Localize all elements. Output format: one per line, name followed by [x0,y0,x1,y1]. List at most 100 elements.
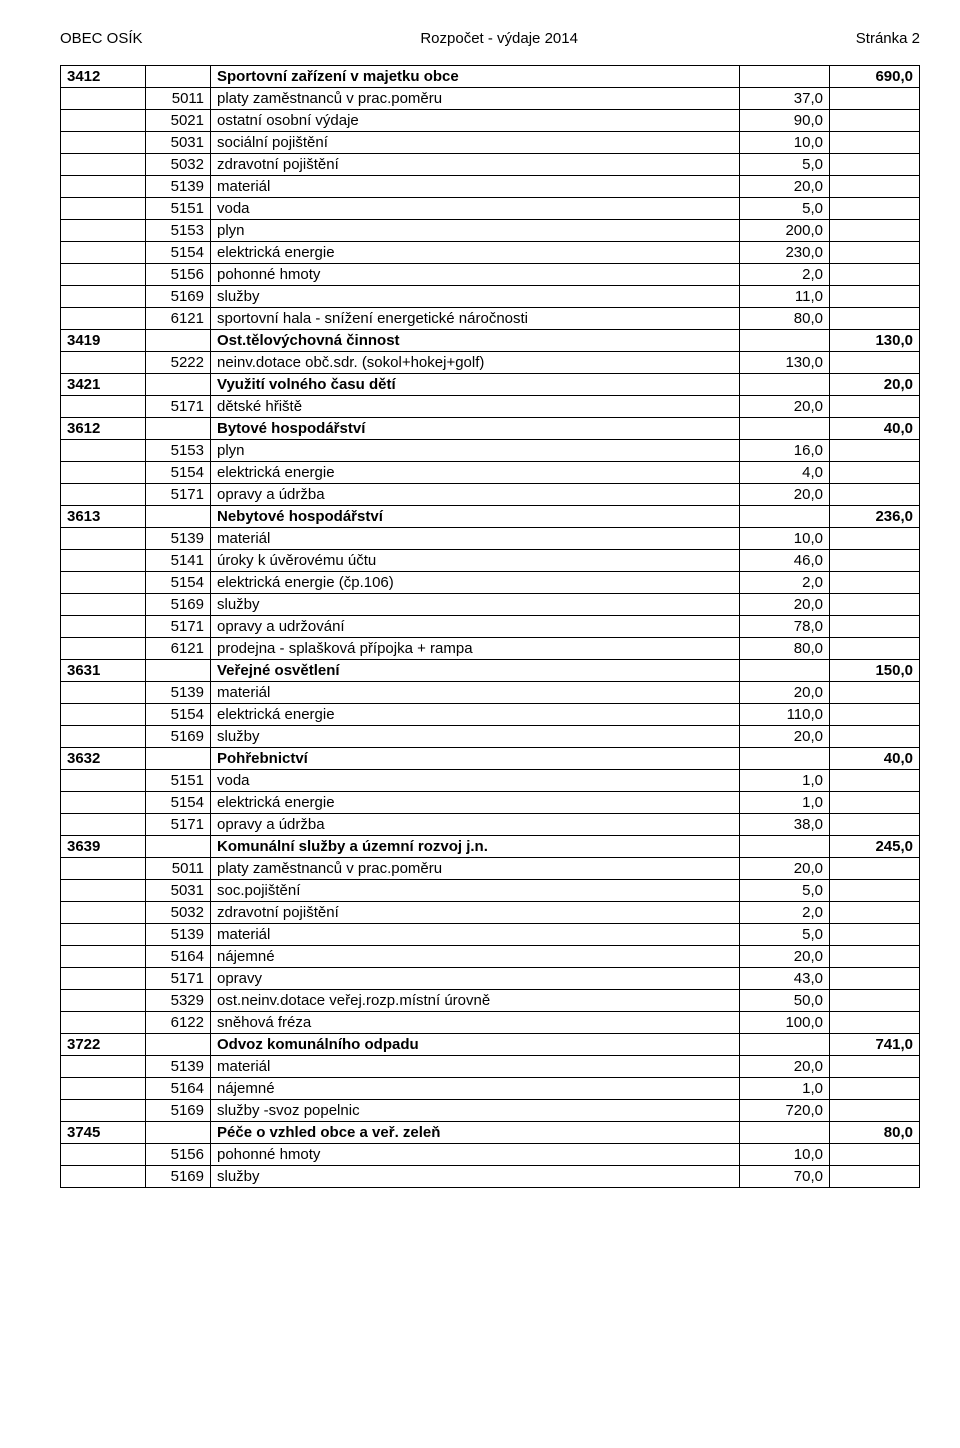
col-section-code [61,1056,146,1078]
col-total [830,704,920,726]
table-row: 3632Pohřebnictví40,0 [61,748,920,770]
table-row: 5151voda5,0 [61,198,920,220]
col-value: 43,0 [740,968,830,990]
col-section-code [61,264,146,286]
col-total [830,770,920,792]
col-item-code: 5154 [146,792,211,814]
table-row: 5169služby70,0 [61,1166,920,1188]
col-value: 46,0 [740,550,830,572]
table-row: 5153plyn200,0 [61,220,920,242]
col-value: 80,0 [740,638,830,660]
col-item-code [146,1122,211,1144]
col-item-code: 5171 [146,616,211,638]
col-label: zdravotní pojištění [211,902,740,924]
col-section-code: 3613 [61,506,146,528]
col-value: 20,0 [740,396,830,418]
col-value: 38,0 [740,814,830,836]
table-row: 5171opravy a údržba38,0 [61,814,920,836]
col-label: materiál [211,682,740,704]
col-item-code: 5021 [146,110,211,132]
table-row: 5154elektrická energie230,0 [61,242,920,264]
col-value: 5,0 [740,154,830,176]
col-label: platy zaměstnanců v prac.poměru [211,88,740,110]
col-value [740,330,830,352]
col-total [830,308,920,330]
col-value: 80,0 [740,308,830,330]
col-section-code [61,638,146,660]
table-row: 5139materiál5,0 [61,924,920,946]
col-item-code: 5139 [146,1056,211,1078]
table-row: 5151voda1,0 [61,770,920,792]
col-section-code [61,770,146,792]
col-item-code: 5139 [146,176,211,198]
col-label: služby -svoz popelnic [211,1100,740,1122]
col-section-code [61,242,146,264]
table-row: 3421Využití volného času dětí20,0 [61,374,920,396]
col-item-code [146,506,211,528]
col-value [740,506,830,528]
table-row: 5032zdravotní pojištění2,0 [61,902,920,924]
table-row: 5032zdravotní pojištění5,0 [61,154,920,176]
col-label: Bytové hospodářství [211,418,740,440]
table-row: 5139materiál10,0 [61,528,920,550]
col-label: Komunální služby a územní rozvoj j.n. [211,836,740,858]
col-total [830,1100,920,1122]
table-row: 3612Bytové hospodářství40,0 [61,418,920,440]
col-total [830,154,920,176]
table-row: 5171opravy43,0 [61,968,920,990]
table-row: 5169služby -svoz popelnic720,0 [61,1100,920,1122]
header-left: OBEC OSÍK [60,30,143,47]
table-row: 6122sněhová fréza100,0 [61,1012,920,1034]
col-item-code: 5032 [146,902,211,924]
col-section-code [61,726,146,748]
col-value [740,374,830,396]
col-label: voda [211,770,740,792]
col-section-code: 3631 [61,660,146,682]
col-total [830,264,920,286]
col-label: sněhová fréza [211,1012,740,1034]
table-row: 5021ostatní osobní výdaje90,0 [61,110,920,132]
col-item-code [146,418,211,440]
col-total: 245,0 [830,836,920,858]
table-row: 5222neinv.dotace obč.sdr. (sokol+hokej+g… [61,352,920,374]
col-label: neinv.dotace obč.sdr. (sokol+hokej+golf) [211,352,740,374]
col-section-code [61,902,146,924]
col-section-code [61,154,146,176]
table-row: 5139materiál20,0 [61,176,920,198]
col-label: prodejna - splašková přípojka + rampa [211,638,740,660]
col-total [830,198,920,220]
col-value: 20,0 [740,946,830,968]
col-item-code: 5154 [146,704,211,726]
col-label: služby [211,1166,740,1188]
col-item-code: 5139 [146,682,211,704]
col-total: 741,0 [830,1034,920,1056]
col-value [740,66,830,88]
table-row: 5169služby20,0 [61,594,920,616]
col-label: materiál [211,1056,740,1078]
col-label: nájemné [211,946,740,968]
col-value: 20,0 [740,1056,830,1078]
col-item-code: 5156 [146,264,211,286]
table-row: 5141úroky k úvěrovému účtu46,0 [61,550,920,572]
col-total: 40,0 [830,748,920,770]
col-label: voda [211,198,740,220]
col-value: 78,0 [740,616,830,638]
col-item-code: 5154 [146,462,211,484]
col-item-code: 6122 [146,1012,211,1034]
col-total [830,110,920,132]
col-section-code [61,594,146,616]
col-total [830,1144,920,1166]
col-total [830,858,920,880]
col-section-code [61,110,146,132]
col-total [830,440,920,462]
col-item-code [146,374,211,396]
col-total: 150,0 [830,660,920,682]
col-value [740,1122,830,1144]
col-total [830,880,920,902]
col-label: Nebytové hospodářství [211,506,740,528]
col-total [830,1166,920,1188]
col-total [830,484,920,506]
col-value: 10,0 [740,1144,830,1166]
col-item-code: 5031 [146,880,211,902]
col-section-code [61,198,146,220]
